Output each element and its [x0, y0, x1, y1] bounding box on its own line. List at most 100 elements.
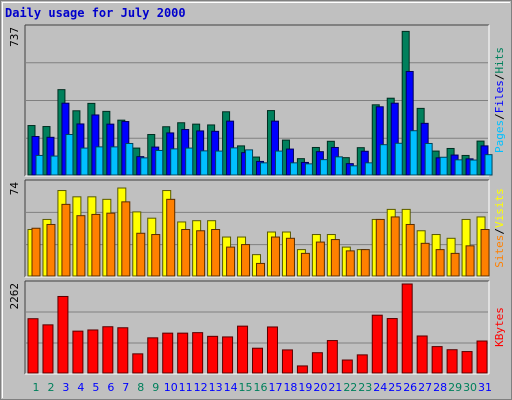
- bar-sites-day-24: [375, 218, 385, 277]
- bar-kbytes-day-4: [72, 330, 84, 374]
- bar-kbytes-day-20: [311, 352, 323, 374]
- bar-kbytes-day-12: [192, 332, 204, 374]
- bar-kbytes-day-1: [27, 318, 39, 374]
- ymax-label: 737: [8, 27, 21, 47]
- bar-kbytes-day-31: [476, 340, 488, 374]
- bar-sites-day-11: [181, 229, 191, 277]
- bar-kbytes-day-8: [132, 353, 144, 374]
- day-label-18: 18: [283, 381, 297, 394]
- bar-sites-day-14: [226, 246, 236, 277]
- day-label-4: 4: [77, 381, 84, 394]
- bar-sites-day-9: [151, 234, 161, 277]
- bar-kbytes-day-6: [102, 326, 114, 374]
- bar-pages-day-3: [65, 134, 74, 176]
- bar-sites-day-19: [300, 252, 310, 277]
- bar-kbytes-day-10: [162, 332, 174, 374]
- day-label-19: 19: [298, 381, 312, 394]
- bar-sites-day-30: [465, 245, 475, 277]
- bar-pages-day-19: [304, 163, 313, 176]
- day-label-24: 24: [373, 381, 387, 394]
- day-label-22: 22: [343, 381, 357, 394]
- bar-sites-day-22: [345, 250, 355, 277]
- bar-sites-day-12: [196, 230, 206, 277]
- bar-pages-day-17: [274, 150, 283, 176]
- chart-title: Daily usage for July 2000: [5, 6, 186, 20]
- bar-sites-day-21: [330, 239, 340, 277]
- bar-kbytes-day-21: [326, 340, 338, 374]
- bar-sites-day-7: [121, 201, 131, 277]
- legend-entry: KBytes: [493, 307, 506, 347]
- bar-pages-day-15: [245, 149, 254, 176]
- legend-bottom: KBytes: [493, 307, 506, 347]
- bar-kbytes-day-24: [371, 314, 383, 374]
- bevel-top: [2, 2, 510, 3]
- bar-pages-day-26: [409, 130, 418, 176]
- day-label-8: 8: [137, 381, 144, 394]
- bar-kbytes-day-7: [117, 327, 129, 374]
- bar-kbytes-day-22: [341, 359, 353, 374]
- day-label-14: 14: [224, 381, 238, 394]
- day-label-7: 7: [122, 381, 129, 394]
- legend-entry: Pages: [493, 120, 506, 153]
- day-label-25: 25: [388, 381, 402, 394]
- bar-pages-day-7: [125, 142, 134, 176]
- bar-kbytes-day-23: [356, 354, 368, 374]
- bar-pages-day-4: [80, 147, 89, 176]
- bar-pages-day-30: [469, 159, 478, 176]
- day-label-9: 9: [152, 381, 159, 394]
- bar-pages-day-20: [319, 159, 328, 176]
- day-label-28: 28: [433, 381, 447, 394]
- bar-sites-day-13: [211, 229, 221, 277]
- bar-sites-day-2: [46, 223, 56, 277]
- day-label-16: 16: [254, 381, 268, 394]
- bar-sites-day-1: [31, 227, 41, 277]
- bar-kbytes-day-18: [281, 349, 293, 374]
- bar-pages-day-18: [289, 162, 298, 176]
- bar-sites-day-27: [420, 242, 430, 277]
- bar-pages-day-11: [185, 147, 194, 176]
- bar-kbytes-day-28: [431, 346, 443, 374]
- legend-entry: Hits: [493, 47, 506, 74]
- bar-pages-day-23: [364, 162, 373, 176]
- bar-kbytes-day-15: [237, 325, 249, 374]
- bevel-left: [2, 2, 3, 398]
- bar-pages-day-13: [215, 150, 224, 176]
- bar-pages-day-24: [379, 144, 388, 176]
- bar-kbytes-day-30: [461, 351, 473, 374]
- bar-pages-day-1: [35, 154, 44, 176]
- day-label-20: 20: [313, 381, 327, 394]
- legend-entry: Files: [493, 80, 506, 113]
- legend-entry: Visits: [493, 188, 506, 228]
- bar-kbytes-day-27: [416, 335, 428, 374]
- bar-kbytes-day-9: [147, 337, 159, 374]
- bar-pages-day-8: [140, 157, 149, 176]
- day-label-21: 21: [328, 381, 342, 394]
- bar-sites-day-28: [435, 249, 445, 277]
- bar-kbytes-day-3: [57, 295, 69, 374]
- bar-pages-day-5: [95, 146, 104, 176]
- bar-kbytes-day-5: [87, 329, 99, 374]
- bar-sites-day-25: [390, 216, 400, 277]
- day-label-13: 13: [209, 381, 223, 394]
- bar-sites-day-8: [136, 232, 146, 277]
- legend-top: Pages/Files/Hits: [493, 47, 506, 153]
- bar-kbytes-day-25: [386, 318, 398, 374]
- day-label-23: 23: [358, 381, 372, 394]
- bar-sites-day-17: [270, 236, 280, 277]
- bar-pages-day-25: [394, 142, 403, 176]
- legend-entry: /: [493, 228, 506, 235]
- bar-kbytes-day-16: [252, 347, 264, 374]
- day-label-3: 3: [62, 381, 69, 394]
- ymax-label: 2262: [8, 283, 21, 310]
- bar-pages-day-14: [230, 147, 239, 176]
- day-label-17: 17: [268, 381, 282, 394]
- day-label-2: 2: [47, 381, 54, 394]
- bar-kbytes-day-19: [296, 365, 308, 374]
- bar-pages-day-10: [170, 148, 179, 176]
- bar-sites-day-5: [91, 213, 101, 277]
- day-label-29: 29: [448, 381, 462, 394]
- bar-kbytes-day-29: [446, 349, 458, 374]
- bar-sites-day-20: [315, 241, 325, 277]
- day-label-26: 26: [403, 381, 417, 394]
